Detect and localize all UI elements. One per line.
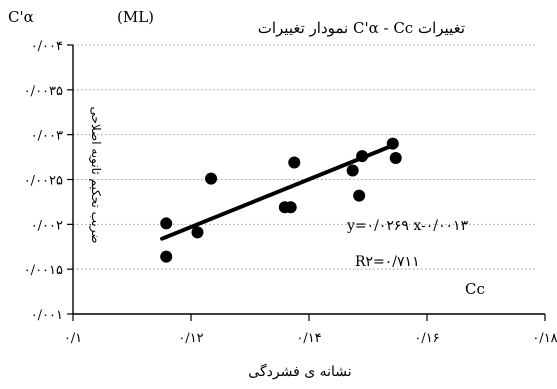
y-tick-label: ۰/۰۰۱	[31, 308, 63, 323]
gridlines	[73, 44, 535, 270]
data-point	[353, 189, 366, 202]
ticks: ۰/۰۰۱ ۰/۰۰۱۵ ۰/۰۰۲ ۰/۰۰۲۵ ۰/۰۰۳ ۰/۰۰۳۵ ۰/۰۰۴ ۰/…	[24, 39, 557, 346]
data-point	[386, 137, 399, 150]
data-point	[356, 150, 369, 163]
x-tick-label: ۰/۱۲	[178, 331, 203, 346]
x-axis-title: نشانه ی فشردگی	[248, 363, 351, 380]
y-tick-label: ۰/۰۰۳	[31, 129, 63, 144]
x-axis-name: Cc	[465, 280, 485, 298]
data-point	[284, 201, 297, 214]
data-point	[288, 156, 301, 169]
chart-title: نمودار تغییرات C'α - Cc تغییرات	[258, 19, 465, 37]
r-squared-label: R۲=۰/۷۱۱	[355, 254, 420, 270]
x-tick-label: ۰/۱	[64, 331, 82, 346]
y-tick-label: ۰/۰۰۴	[31, 39, 63, 54]
y-tick-label: ۰/۰۰۱۵	[24, 263, 63, 278]
y-axis-title: ضریب تحکیم ثانویه اصلاحی	[89, 106, 103, 243]
data-points	[160, 137, 402, 263]
y-tick-label: ۰/۰۰۲۵	[24, 174, 63, 189]
y-unit-label: C'α	[8, 8, 34, 26]
x-tick-label: ۰/۱۶	[414, 331, 439, 346]
x-tick-label: ۰/۱۸	[532, 331, 557, 346]
data-point	[389, 151, 402, 164]
data-point	[346, 164, 359, 177]
data-point	[160, 250, 173, 263]
data-point	[205, 172, 218, 185]
trendline-group	[160, 143, 395, 241]
equation-label: y=۰/۰۲۶۹ x-۰/۰۰۱۳	[346, 218, 469, 234]
y-tick-label: ۰/۰۰۳۵	[24, 84, 63, 99]
data-point	[191, 226, 204, 239]
unit-note: (ML)	[117, 8, 154, 26]
x-tick-label: ۰/۱۴	[296, 331, 321, 346]
y-tick-label: ۰/۰۰۲	[31, 218, 63, 233]
data-point	[160, 217, 173, 230]
trendline	[160, 143, 395, 241]
